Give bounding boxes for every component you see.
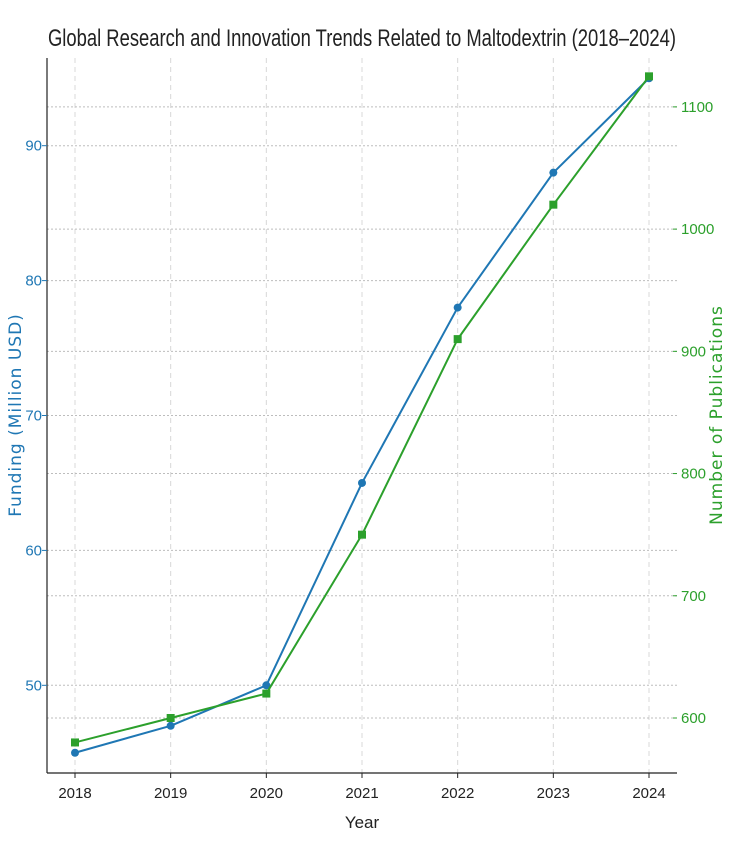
y-right-tick-label: 800 (681, 466, 706, 483)
chart-title: Global Research and Innovation Trends Re… (48, 25, 676, 52)
series-2-point (358, 530, 366, 539)
x-tick-label: 2024 (632, 785, 665, 802)
y-right-tick-label: 600 (681, 710, 706, 727)
x-tick-label: 2020 (250, 785, 283, 802)
series-2-point (645, 72, 653, 81)
x-axis-label: Year (345, 813, 380, 832)
series-1-point (453, 303, 462, 312)
y-axis-right-label: Number of Publications (707, 305, 727, 525)
y-left-tick-label: 50 (25, 677, 42, 694)
y-right-tick-label: 700 (681, 588, 706, 605)
series-1-point (166, 721, 175, 730)
series-1-point (549, 168, 558, 177)
x-tick-label: 2021 (345, 785, 378, 802)
data-series (71, 72, 653, 757)
series-1-point (262, 681, 271, 690)
y-left-tick-label: 80 (25, 273, 42, 290)
series-2-point (166, 714, 175, 722)
x-tick-label: 2023 (537, 785, 570, 802)
series-1-point (71, 748, 79, 757)
x-tick-label: 2022 (441, 785, 474, 802)
y-right-tick-label: 1100 (681, 99, 713, 116)
series-2-point (453, 335, 462, 344)
grid-lines (47, 58, 677, 773)
x-tick-label: 2018 (58, 785, 91, 802)
y-right-tick-label: 1000 (681, 221, 714, 238)
series-1-point (358, 478, 366, 487)
y-left-tick-label: 90 (25, 138, 42, 155)
y-axis-left-label: Funding (Million USD) (6, 313, 26, 517)
y-right-tick-label: 900 (681, 343, 706, 360)
series-2-point (71, 738, 79, 747)
x-tick-label: 2019 (154, 785, 187, 802)
series-2-point (262, 689, 271, 698)
y-left-tick-label: 60 (25, 542, 42, 559)
series-2-point (549, 200, 558, 209)
y-left-tick-label: 70 (25, 408, 42, 425)
axes: 2018 2019 2020 2021 2022 2023 2024 50 60 70 80 90 60… (25, 58, 714, 802)
